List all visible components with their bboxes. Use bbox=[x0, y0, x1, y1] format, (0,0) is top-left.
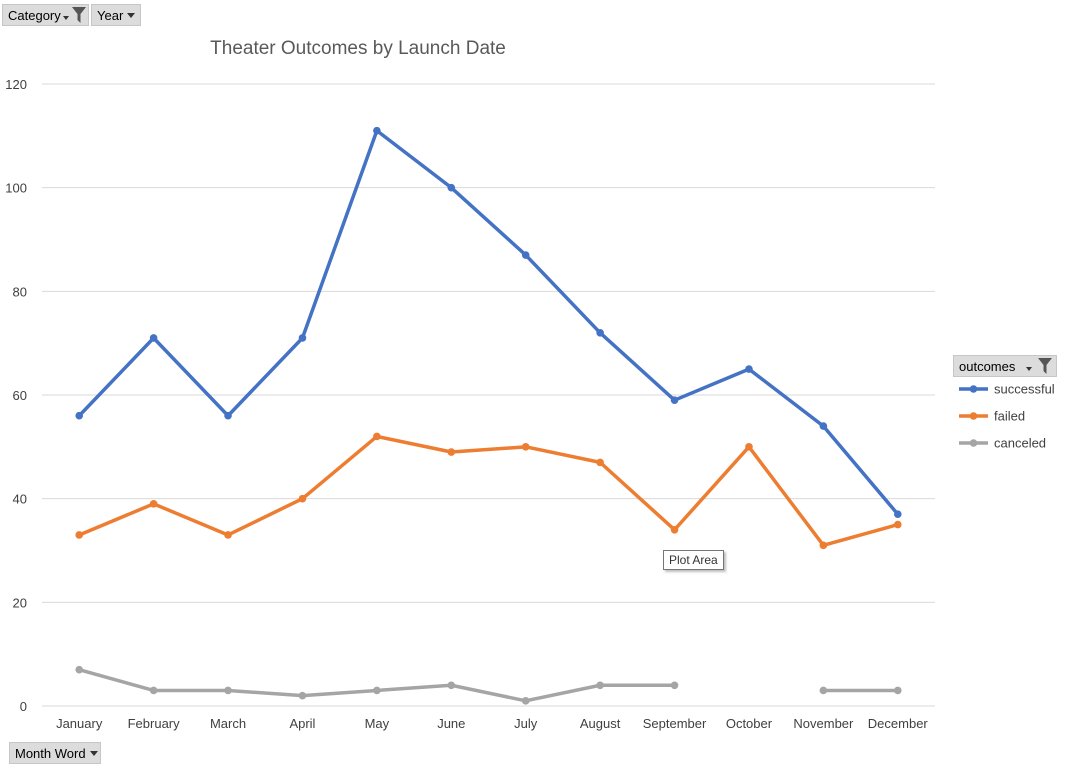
year-filter-label: Year bbox=[97, 7, 124, 23]
data-point-canceled[interactable] bbox=[149, 686, 158, 695]
series-failed[interactable] bbox=[75, 432, 902, 550]
legend-field-label: outcomes bbox=[959, 358, 1016, 374]
data-point-canceled[interactable] bbox=[447, 681, 456, 690]
legend-label: failed bbox=[994, 409, 1025, 424]
chevron-down-icon bbox=[89, 750, 98, 756]
data-point-failed[interactable] bbox=[75, 531, 84, 539]
category-filter-button[interactable]: Category bbox=[2, 4, 89, 26]
y-tick-label: 40 bbox=[13, 492, 27, 507]
data-point-failed[interactable] bbox=[819, 541, 828, 550]
data-point-failed[interactable] bbox=[373, 432, 381, 441]
axis-field-label: Month Word bbox=[15, 745, 86, 761]
plot-area-tooltip: Plot Area bbox=[663, 550, 724, 570]
y-tick-label: 20 bbox=[13, 595, 27, 610]
legend-item-failed[interactable]: failed bbox=[959, 409, 1025, 424]
series-canceled[interactable] bbox=[75, 665, 902, 705]
data-point-successful[interactable] bbox=[149, 334, 158, 342]
filter-funnel-icon bbox=[1034, 356, 1056, 376]
x-axis-tick-labels: January February March April May June July Augu… bbox=[56, 716, 928, 731]
y-tick-label: 60 bbox=[13, 388, 27, 403]
x-tick-label: December bbox=[868, 716, 929, 731]
data-point-failed[interactable] bbox=[893, 520, 902, 529]
category-filter-label: Category bbox=[8, 7, 61, 23]
data-point-successful[interactable] bbox=[373, 126, 381, 135]
series-successful[interactable] bbox=[75, 126, 902, 519]
data-point-successful[interactable] bbox=[819, 422, 828, 430]
y-tick-label: 100 bbox=[5, 181, 27, 196]
data-point-canceled[interactable] bbox=[596, 681, 604, 690]
data-point-successful[interactable] bbox=[447, 183, 456, 192]
legend-label: canceled bbox=[994, 436, 1046, 451]
x-tick-label: September bbox=[643, 716, 707, 731]
data-point-failed[interactable] bbox=[298, 494, 307, 503]
legend-point-marker bbox=[969, 385, 978, 393]
data-point-failed[interactable] bbox=[596, 458, 604, 467]
data-point-failed[interactable] bbox=[149, 500, 158, 508]
x-tick-label: January bbox=[56, 716, 103, 731]
y-tick-label: 120 bbox=[5, 77, 27, 92]
data-point-successful[interactable] bbox=[670, 396, 679, 404]
chevron-down-icon bbox=[62, 16, 69, 20]
data-point-successful[interactable] bbox=[596, 329, 604, 337]
data-point-canceled[interactable] bbox=[373, 686, 381, 695]
x-tick-label: February bbox=[128, 716, 181, 731]
x-tick-label: November bbox=[793, 716, 854, 731]
legend-field-button[interactable]: outcomes bbox=[953, 355, 1057, 377]
legend-point-marker bbox=[969, 439, 978, 447]
chevron-down-icon bbox=[127, 12, 136, 18]
data-point-successful[interactable] bbox=[224, 411, 232, 420]
x-tick-label: October bbox=[726, 716, 773, 731]
data-point-failed[interactable] bbox=[447, 448, 456, 456]
x-tick-label: May bbox=[365, 716, 390, 731]
data-point-canceled[interactable] bbox=[75, 665, 84, 674]
legend[interactable]: successful failed canceled bbox=[959, 382, 1055, 451]
y-tick-label: 80 bbox=[13, 284, 27, 299]
axis-field-button[interactable]: Month Word bbox=[9, 742, 101, 764]
legend-label: successful bbox=[994, 382, 1055, 397]
data-point-canceled[interactable] bbox=[819, 686, 828, 695]
data-point-successful[interactable] bbox=[745, 365, 753, 373]
legend-item-successful[interactable]: successful bbox=[959, 382, 1055, 397]
data-point-failed[interactable] bbox=[670, 525, 679, 534]
chevron-down-icon bbox=[1026, 367, 1032, 371]
data-point-canceled[interactable] bbox=[224, 686, 232, 695]
data-point-successful[interactable] bbox=[75, 411, 84, 420]
y-axis-tick-labels: 0 20 40 60 80 100 120 bbox=[5, 77, 27, 714]
data-point-canceled[interactable] bbox=[893, 686, 902, 695]
series-line-successful[interactable] bbox=[77, 128, 900, 516]
series-line-failed[interactable] bbox=[77, 434, 900, 548]
legend-point-marker bbox=[969, 412, 978, 420]
filter-funnel-icon bbox=[71, 5, 88, 25]
x-tick-label: June bbox=[437, 716, 465, 731]
chart-title[interactable]: Theater Outcomes by Launch Date bbox=[210, 38, 506, 59]
x-tick-label: July bbox=[514, 716, 538, 731]
data-point-canceled[interactable] bbox=[521, 697, 530, 705]
x-tick-label: March bbox=[210, 716, 246, 731]
data-point-failed[interactable] bbox=[745, 443, 753, 451]
legend-item-canceled[interactable]: canceled bbox=[959, 436, 1046, 451]
data-point-successful[interactable] bbox=[521, 251, 530, 259]
data-point-failed[interactable] bbox=[521, 443, 530, 451]
x-tick-label: April bbox=[289, 716, 315, 731]
data-point-successful[interactable] bbox=[893, 510, 902, 519]
data-point-failed[interactable] bbox=[224, 531, 232, 539]
x-tick-label: August bbox=[580, 716, 621, 731]
year-filter-button[interactable]: Year bbox=[91, 4, 141, 26]
data-point-canceled[interactable] bbox=[670, 681, 679, 690]
series-line-canceled[interactable] bbox=[77, 667, 677, 703]
data-point-successful[interactable] bbox=[298, 334, 307, 342]
y-tick-label: 0 bbox=[20, 699, 27, 714]
gridlines bbox=[42, 83, 935, 707]
plot-area[interactable] bbox=[75, 126, 902, 705]
data-point-canceled[interactable] bbox=[298, 691, 307, 700]
